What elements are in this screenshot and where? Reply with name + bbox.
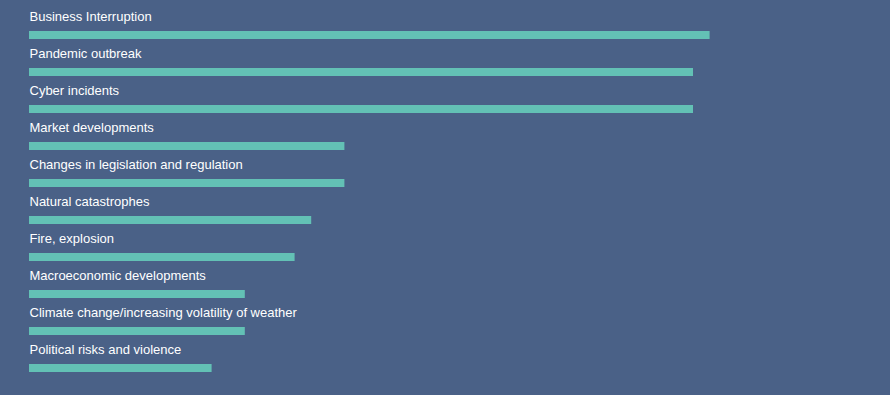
svg-text:Fire, explosion: Fire, explosion xyxy=(30,231,115,246)
svg-text:Pandemic outbreak: Pandemic outbreak xyxy=(30,46,143,61)
svg-text:Macroeconomic developments: Macroeconomic developments xyxy=(30,268,207,283)
svg-text:Business Interruption: Business Interruption xyxy=(30,9,152,24)
svg-text:Market developments: Market developments xyxy=(30,120,155,135)
svg-text:Natural catastrophes: Natural catastrophes xyxy=(30,194,150,209)
svg-text:Political risks and violence: Political risks and violence xyxy=(30,342,182,357)
svg-text:Climate change/increasing vola: Climate change/increasing volatility of … xyxy=(30,305,298,320)
svg-text:Changes in legislation and reg: Changes in legislation and regulation xyxy=(30,157,243,172)
svg-text:Cyber incidents: Cyber incidents xyxy=(30,83,120,98)
